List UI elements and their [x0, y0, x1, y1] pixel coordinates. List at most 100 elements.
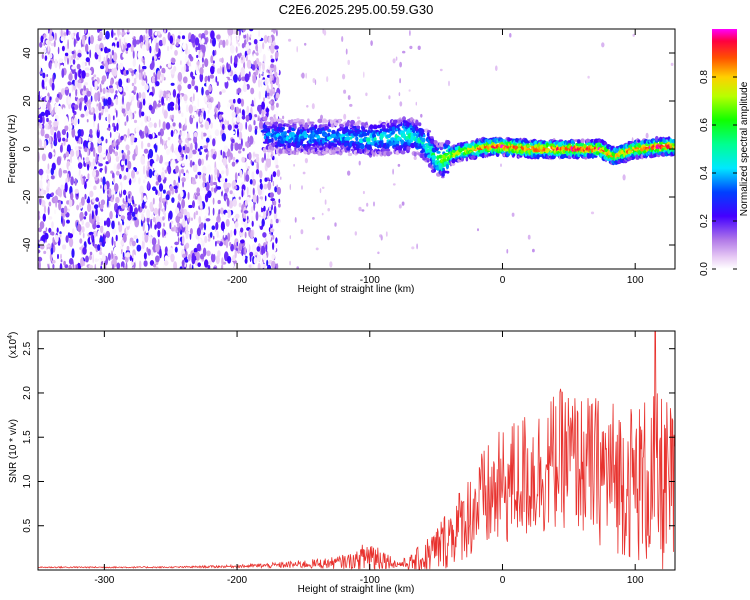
heatmap-cell — [362, 190, 365, 195]
heatmap-cell — [227, 255, 232, 264]
heatmap-cell — [221, 89, 226, 93]
heatmap-cell — [215, 221, 219, 231]
heatmap-cell — [430, 136, 434, 139]
heatmap-cell — [184, 55, 189, 63]
heatmap-cell — [109, 60, 113, 65]
heatmap-cell — [273, 91, 276, 95]
heatmap-cell — [509, 33, 512, 38]
heatmap-cell — [246, 186, 249, 196]
heatmap-cell — [55, 136, 57, 145]
heatmap-cell — [46, 244, 51, 248]
heatmap-cell — [532, 248, 535, 253]
heatmap-cell — [253, 152, 255, 157]
heatmap-cell — [128, 178, 132, 186]
heatmap-cell — [294, 124, 297, 130]
heatmap-cell — [155, 81, 160, 87]
heatmap-cell — [190, 33, 196, 44]
heatmap-cell — [148, 168, 153, 179]
heatmap-cell — [270, 218, 273, 225]
heatmap-cell — [170, 106, 174, 111]
heatmap-cell — [99, 83, 102, 92]
heatmap-cell — [100, 177, 103, 183]
heatmap-cell — [111, 236, 114, 246]
heatmap-cell — [321, 186, 325, 189]
heatmap-cell — [122, 154, 125, 162]
heatmap-cell — [228, 99, 234, 104]
heatmap-cell — [202, 181, 205, 188]
heatmap-cell — [93, 113, 96, 122]
heatmap-cell — [671, 139, 675, 144]
heatmap-cell — [43, 42, 45, 46]
heatmap-cell — [60, 259, 63, 263]
heatmap-cell — [242, 147, 245, 152]
heatmap-cell — [182, 146, 186, 151]
heatmap-cell — [270, 198, 276, 202]
heatmap-cell — [178, 110, 181, 114]
heatmap-cell — [75, 263, 79, 269]
heatmap-cell — [197, 158, 202, 167]
heatmap-cell — [255, 92, 258, 100]
heatmap-cell — [81, 46, 85, 52]
heatmap-cell — [115, 170, 120, 176]
heatmap-cell — [479, 150, 484, 154]
heatmap-cell — [253, 256, 258, 265]
heatmap-cell — [163, 110, 168, 119]
y-tick-label: 40 — [22, 47, 33, 59]
heatmap-cell — [304, 158, 308, 164]
heatmap-cell — [213, 148, 216, 152]
heatmap-cell — [204, 215, 207, 223]
heatmap-cell — [134, 110, 137, 114]
heatmap-cell — [194, 141, 198, 151]
heatmap-cell — [145, 202, 149, 207]
heatmap-cell — [237, 185, 240, 191]
heatmap-cell — [590, 211, 595, 215]
heatmap-cell — [213, 187, 217, 193]
heatmap-cell — [38, 249, 41, 254]
heatmap-cell — [180, 168, 185, 174]
heatmap-cell — [188, 254, 191, 262]
heatmap-cell — [132, 199, 135, 205]
heatmap-cell — [211, 225, 216, 230]
heatmap-cell — [78, 29, 82, 38]
heatmap-cell — [401, 201, 405, 206]
heatmap-cell — [198, 215, 202, 225]
heatmap-cell — [221, 57, 224, 64]
heatmap-cell — [96, 224, 101, 229]
heatmap-cell — [197, 171, 202, 176]
heatmap-cell — [670, 62, 674, 66]
heatmap-cell — [262, 232, 267, 238]
heatmap-cell — [59, 231, 62, 235]
heatmap-cell — [45, 259, 51, 264]
heatmap-cell — [51, 109, 54, 116]
heatmap-cell — [200, 124, 204, 128]
heatmap-cell — [270, 58, 275, 63]
heatmap-cell — [179, 169, 181, 178]
heatmap-cell — [92, 254, 95, 264]
heatmap-cell — [49, 104, 52, 114]
heatmap-cell — [274, 45, 279, 50]
heatmap-cell — [245, 114, 250, 122]
heatmap-cell — [47, 206, 50, 216]
heatmap-cell — [446, 170, 450, 174]
heatmap-cell — [163, 222, 165, 227]
heatmap-cell — [130, 44, 134, 53]
heatmap-cell — [272, 171, 277, 178]
heatmap-cell — [388, 95, 391, 100]
heatmap-cell — [278, 123, 283, 128]
heatmap-cell — [118, 86, 123, 93]
heatmap-cell — [164, 246, 168, 255]
heatmap-cell — [201, 158, 204, 166]
heatmap-cell — [276, 29, 278, 37]
heatmap-cell — [237, 98, 242, 104]
heatmap-cell — [356, 125, 361, 129]
heatmap-cell — [152, 46, 154, 51]
heatmap-cell — [181, 259, 185, 268]
heatmap-cell — [177, 139, 183, 144]
heatmap-cell — [223, 145, 228, 153]
heatmap-cell — [206, 80, 210, 88]
heatmap-cell — [71, 84, 74, 93]
heatmap-cell — [113, 246, 119, 255]
heatmap-cell — [418, 122, 422, 127]
heatmap-cell — [157, 190, 160, 196]
heatmap-cell — [95, 197, 100, 202]
